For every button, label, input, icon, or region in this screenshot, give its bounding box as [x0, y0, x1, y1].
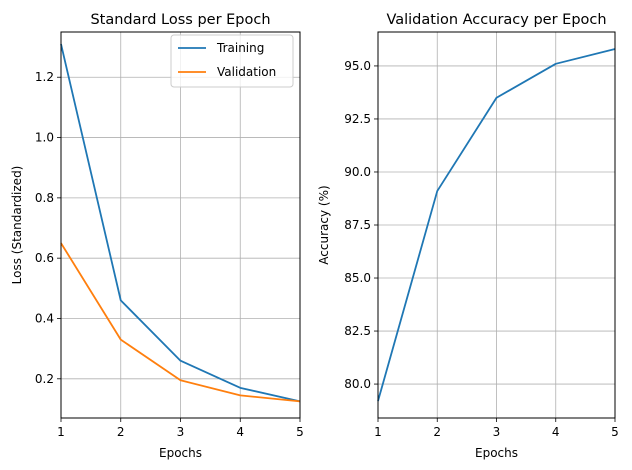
loss-x-axis-label: Epochs — [159, 446, 202, 460]
legend-training-label: Training — [216, 41, 264, 55]
loss-x-tick-label: 3 — [177, 425, 185, 439]
accuracy-chart: Validation Accuracy per Epoch 1 2 3 4 5 80.0 8… — [317, 12, 619, 460]
loss-y-axis-label: Loss (Standardized) — [10, 166, 24, 285]
loss-ticks: 1 2 3 4 5 0.2 0.4 0.6 0.8 1.0 1.2 — [35, 70, 304, 439]
accuracy-chart-title: Validation Accuracy per Epoch — [386, 12, 606, 28]
legend-validation-label: Validation — [217, 65, 276, 79]
accuracy-y-tick-label: 87.5 — [344, 218, 371, 232]
loss-y-tick-label: 1.0 — [35, 131, 54, 145]
loss-chart: Standard Loss per Epoch 1 2 3 4 5 0.2 0.4 0.6 0.… — [10, 12, 304, 460]
loss-x-tick-label: 4 — [236, 425, 244, 439]
accuracy-x-tick-label: 2 — [433, 425, 441, 439]
loss-y-tick-label: 0.6 — [35, 251, 54, 265]
loss-series-layer — [60, 43, 301, 403]
accuracy-x-axis-label: Epochs — [475, 446, 518, 460]
accuracy-y-tick-label: 85.0 — [344, 271, 371, 285]
accuracy-x-tick-label: 1 — [374, 425, 382, 439]
series-training-line — [60, 43, 301, 403]
loss-x-tick-label: 2 — [117, 425, 125, 439]
loss-y-tick-label: 0.2 — [35, 372, 54, 386]
accuracy-x-tick-label: 4 — [552, 425, 560, 439]
accuracy-y-axis-label: Accuracy (%) — [317, 185, 331, 264]
loss-y-tick-label: 0.4 — [35, 311, 54, 325]
accuracy-grid — [377, 32, 616, 418]
loss-y-tick-label: 1.2 — [35, 70, 54, 84]
accuracy-series-layer — [377, 48, 616, 402]
loss-x-tick-label: 5 — [296, 425, 304, 439]
accuracy-y-tick-label: 92.5 — [344, 112, 371, 126]
accuracy-x-tick-label: 5 — [611, 425, 619, 439]
accuracy-x-tick-label: 3 — [493, 425, 501, 439]
loss-y-tick-label: 0.8 — [35, 191, 54, 205]
accuracy-ticks: 1 2 3 4 5 80.0 82.5 85.0 87.5 90.0 92.5 95.0 — [344, 59, 619, 439]
loss-x-tick-label: 1 — [57, 425, 65, 439]
accuracy-y-tick-label: 80.0 — [344, 377, 371, 391]
series-accuracy-line — [377, 48, 616, 402]
series-validation-line — [60, 242, 301, 403]
accuracy-y-tick-label: 95.0 — [344, 59, 371, 73]
loss-legend: Training Validation — [170, 34, 294, 88]
loss-chart-title: Standard Loss per Epoch — [90, 12, 270, 28]
accuracy-y-tick-label: 82.5 — [344, 324, 371, 338]
accuracy-y-tick-label: 90.0 — [344, 165, 371, 179]
